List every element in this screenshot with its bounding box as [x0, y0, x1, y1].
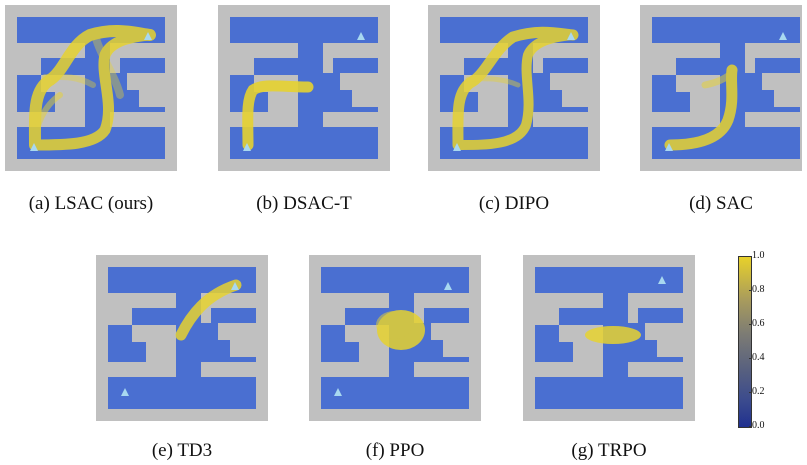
- start-marker-icon: [334, 388, 342, 396]
- caption-trpo: (g) TRPO: [571, 440, 647, 461]
- panel-td3: [96, 255, 268, 421]
- trajectory-density-td3: [175, 279, 242, 341]
- caption-dsac-t: (b) DSAC-T: [256, 193, 352, 214]
- goal-marker-icon: [444, 282, 452, 290]
- goal-marker-icon: [567, 32, 575, 40]
- caption-dipo: (c) DIPO: [478, 193, 550, 214]
- caption-sac: (d) SAC: [689, 193, 753, 214]
- start-marker-icon: [243, 143, 251, 151]
- panel-trpo: [523, 255, 695, 421]
- caption-td3: (e) TD3: [151, 440, 213, 461]
- maze-plot-sac: [640, 5, 802, 171]
- trajectory-density-sac: [664, 64, 738, 151]
- panel-lsac: [5, 5, 177, 171]
- trajectory-density-dsac-t: [242, 80, 314, 151]
- caption-lsac: (a) LSAC (ours): [28, 193, 154, 214]
- panel-dipo: [428, 5, 600, 171]
- goal-marker-icon: [779, 32, 787, 40]
- start-marker-icon: [121, 388, 129, 396]
- start-marker-icon: [665, 143, 673, 151]
- caption-ppo: (f) PPO: [365, 440, 425, 461]
- panel-dsac-t: [218, 5, 390, 171]
- goal-marker-icon: [231, 282, 239, 290]
- colorbar-tick-0-4: 0.4: [749, 352, 765, 363]
- maze-plot-td3: [96, 255, 268, 421]
- goal-marker-icon: [658, 276, 666, 284]
- start-marker-icon: [453, 143, 461, 151]
- maze-plot-dipo: [428, 5, 600, 171]
- maze-plot-dsac-t: [218, 5, 390, 171]
- colorbar-tick-0-0: 0.0: [749, 420, 765, 431]
- colorbar-tick-1-0: 1.0: [749, 250, 765, 261]
- trajectory-density-ppo: [376, 310, 425, 350]
- panel-sac: [640, 5, 802, 171]
- trajectory-density-trpo: [585, 326, 641, 344]
- maze-plot-trpo: [523, 255, 695, 421]
- goal-marker-icon: [144, 32, 152, 40]
- maze-plot-ppo: [309, 255, 481, 421]
- start-marker-icon: [30, 143, 38, 151]
- goal-marker-icon: [357, 32, 365, 40]
- trajectory-density-lsac: [28, 24, 156, 151]
- trajectory-density-dipo: [452, 26, 579, 151]
- colorbar-tick-0-2: 0.2: [749, 386, 765, 397]
- colorbar-tick-0-8: 0.8: [749, 284, 765, 295]
- density-colorbar: [738, 256, 752, 428]
- maze-plot-lsac: [5, 5, 177, 171]
- colorbar-tick-0-6: 0.6: [749, 318, 765, 329]
- panel-ppo: [309, 255, 481, 421]
